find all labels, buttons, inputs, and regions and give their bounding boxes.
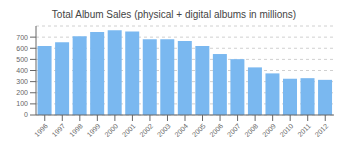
svg-text:2007: 2007	[226, 122, 242, 137]
svg-text:300: 300	[16, 78, 28, 85]
svg-text:2004: 2004	[173, 122, 189, 137]
svg-text:2002: 2002	[138, 122, 154, 137]
svg-text:1998: 1998	[68, 122, 84, 137]
svg-text:2008: 2008	[243, 122, 259, 137]
svg-text:2006: 2006	[208, 122, 224, 137]
svg-text:2005: 2005	[191, 122, 207, 137]
svg-text:2011: 2011	[296, 122, 312, 137]
svg-text:2010: 2010	[278, 122, 294, 137]
svg-text:2012: 2012	[313, 122, 329, 137]
svg-text:0: 0	[24, 111, 28, 118]
svg-text:200: 200	[16, 89, 28, 96]
svg-text:700: 700	[16, 34, 28, 41]
svg-text:1996: 1996	[33, 122, 49, 137]
svg-text:500: 500	[16, 56, 28, 63]
html-text:Total Album Sales (physical +: Total Album Sales (physical + digital al…	[51, 9, 297, 20]
svg-text:2001: 2001	[121, 122, 137, 137]
svg-text:2009: 2009	[261, 122, 277, 137]
svg-text:600: 600	[16, 45, 28, 52]
svg-text:1999: 1999	[86, 122, 102, 137]
svg-text:100: 100	[16, 100, 28, 107]
svg-text:2003: 2003	[156, 122, 172, 137]
svg-text:1997: 1997	[51, 122, 67, 137]
svg-text:400: 400	[16, 67, 28, 74]
svg-text:2000: 2000	[103, 122, 119, 137]
